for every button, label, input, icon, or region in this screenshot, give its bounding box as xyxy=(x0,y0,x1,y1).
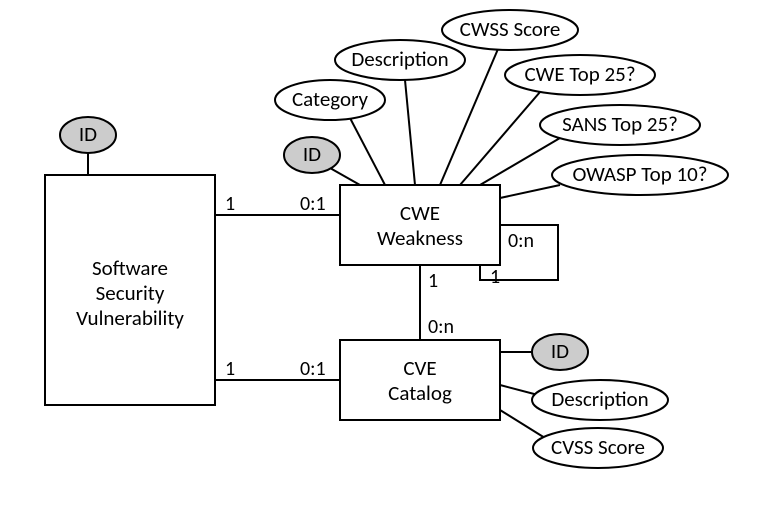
entity-cwe-label-1: CWE xyxy=(400,200,440,226)
conn-cwe-id xyxy=(330,168,360,185)
conn-cwe-sans xyxy=(480,138,560,185)
entity-cve: CVE Catalog xyxy=(340,340,500,420)
entity-ssv-label-2: Security xyxy=(96,280,165,306)
conn-cwe-top25 xyxy=(460,92,540,185)
entity-ssv: Software Security Vulnerability xyxy=(45,175,215,405)
svg-text:Description: Description xyxy=(351,46,448,72)
svg-text:ID: ID xyxy=(79,121,97,147)
conn-cve-cvss xyxy=(500,410,545,438)
card-cwe-self-bottom: 1 xyxy=(490,265,500,289)
svg-text:SANS Top 25?: SANS Top 25? xyxy=(562,111,678,137)
attr-cwe-id: ID xyxy=(284,137,340,173)
card-ssv-cwe-left: 1 xyxy=(225,192,235,216)
conn-cwe-category xyxy=(350,118,385,185)
entity-cwe: CWE Weakness xyxy=(340,185,500,265)
svg-text:OWASP Top 10?: OWASP Top 10? xyxy=(572,161,707,187)
conn-cwe-desc xyxy=(405,80,415,185)
attr-cwe-owasp: OWASP Top 10? xyxy=(552,155,728,195)
svg-text:CWE Top 25?: CWE Top 25? xyxy=(524,61,635,87)
conn-cve-desc xyxy=(500,385,538,395)
entity-cve-label-2: Catalog xyxy=(388,380,452,406)
card-ssv-cwe-right: 0:1 xyxy=(300,192,326,216)
conn-cwe-owasp xyxy=(500,185,560,198)
card-cwe-self-top: 0:n xyxy=(508,229,534,253)
entity-cve-label-1: CVE xyxy=(403,355,436,381)
entity-cwe-label-2: Weakness xyxy=(377,225,463,251)
card-cwe-cve-top: 1 xyxy=(428,269,438,293)
svg-text:Description: Description xyxy=(551,386,648,412)
er-diagram: Software Security Vulnerability CWE Weak… xyxy=(0,0,768,507)
svg-text:CWSS Score: CWSS Score xyxy=(460,16,561,42)
entity-ssv-label-1: Software xyxy=(92,255,168,281)
svg-text:Category: Category xyxy=(292,86,369,112)
attr-cwe-cwss: CWSS Score xyxy=(442,10,578,50)
attr-cve-cvss: CVSS Score xyxy=(533,428,663,468)
card-cwe-cve-bottom: 0:n xyxy=(428,315,454,339)
attr-cwe-desc: Description xyxy=(335,40,465,80)
attr-cwe-top25: CWE Top 25? xyxy=(505,55,655,95)
attr-cwe-sans: SANS Top 25? xyxy=(540,105,700,145)
card-ssv-cve-left: 1 xyxy=(225,357,235,381)
svg-text:ID: ID xyxy=(551,338,569,364)
attr-cve-id: ID xyxy=(532,334,588,370)
entity-ssv-label-3: Vulnerability xyxy=(76,305,184,331)
attr-cve-desc: Description xyxy=(532,380,668,420)
svg-text:ID: ID xyxy=(303,141,321,167)
svg-text:CVSS Score: CVSS Score xyxy=(551,434,645,460)
attr-cwe-category: Category xyxy=(275,80,385,120)
attr-ssv-id: ID xyxy=(60,117,116,153)
card-ssv-cve-right: 0:1 xyxy=(300,357,326,381)
